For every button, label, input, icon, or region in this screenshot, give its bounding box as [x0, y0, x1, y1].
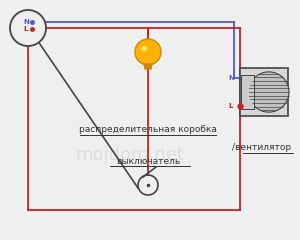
- Text: L: L: [23, 26, 27, 32]
- Bar: [241, 75, 254, 109]
- Text: L: L: [228, 103, 232, 109]
- Circle shape: [135, 39, 161, 65]
- Text: N: N: [228, 75, 234, 81]
- Text: выключатель: выключатель: [116, 157, 180, 167]
- Text: /вентилятор: /вентилятор: [232, 144, 292, 152]
- Text: mojdom.net: mojdom.net: [76, 146, 184, 164]
- Text: распределительная коробка: распределительная коробка: [79, 126, 217, 134]
- Circle shape: [249, 72, 289, 112]
- Polygon shape: [144, 64, 152, 69]
- Bar: [240, 68, 288, 116]
- Text: N: N: [23, 19, 29, 25]
